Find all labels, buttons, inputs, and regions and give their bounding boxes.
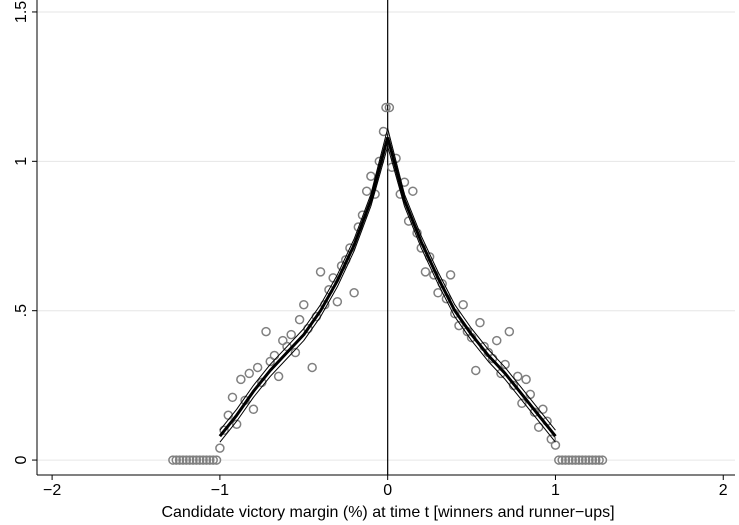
scatter-point <box>361 186 372 196</box>
scatter-point <box>174 455 185 465</box>
fit-line <box>218 137 390 438</box>
y-tick-label: 1 <box>13 157 30 166</box>
fit-line <box>219 146 389 443</box>
scatter-point <box>584 455 594 465</box>
x-tick-label: −2 <box>43 482 61 499</box>
scatter-point <box>201 455 212 465</box>
fit-line <box>387 146 556 443</box>
scatter-point <box>590 455 601 465</box>
scatter-point <box>168 455 178 465</box>
scatter-point <box>564 455 574 465</box>
scatter-point <box>294 314 305 325</box>
scatter-point <box>181 455 192 465</box>
scatter-point <box>517 398 527 409</box>
scatter-point <box>560 455 571 465</box>
scatter-point <box>269 350 280 361</box>
x-tick-label: 0 <box>383 482 392 499</box>
scatter-point <box>475 317 485 328</box>
scatter-point <box>205 455 215 465</box>
scatter-point <box>315 267 326 277</box>
scatter-point <box>178 455 188 465</box>
scatter-point <box>273 371 284 382</box>
scatter-point <box>188 455 198 465</box>
scatter-point <box>597 455 608 465</box>
scatter-point <box>587 455 598 465</box>
scatter-point <box>557 455 567 465</box>
scatter-point <box>454 320 464 331</box>
scatter-point <box>299 299 309 310</box>
scatter-point <box>580 455 591 465</box>
x-tick-label: 1 <box>551 482 560 499</box>
scatter-point <box>491 335 502 346</box>
fit-line <box>386 137 557 438</box>
scatter-point <box>261 326 271 337</box>
scatter-point <box>554 455 564 465</box>
scatter-point <box>458 299 468 310</box>
x-tick-label: 2 <box>719 482 728 499</box>
scatter-point <box>570 455 581 465</box>
scatter-point <box>366 171 376 182</box>
scatter-point <box>512 371 523 382</box>
scatter-point <box>290 347 301 358</box>
y-tick-label: 0 <box>13 456 30 465</box>
scatter-point <box>307 362 317 373</box>
scatter-point <box>384 102 395 113</box>
scatter-point <box>223 410 234 421</box>
scatter-point <box>171 455 182 465</box>
x-tick-label: −1 <box>211 482 229 499</box>
scatter-point <box>286 329 296 340</box>
scatter-point <box>471 365 481 376</box>
scatter-point <box>525 389 536 400</box>
scatter-point <box>191 455 202 465</box>
scatter-point <box>538 404 548 415</box>
scatter-point <box>577 455 588 465</box>
scatter-point <box>231 419 242 429</box>
scatter-point <box>349 288 359 298</box>
scatter-point <box>244 368 255 379</box>
scatter-point <box>533 422 544 432</box>
scatter-point <box>433 288 443 298</box>
scatter-point <box>184 455 195 465</box>
scatter-point <box>420 267 431 277</box>
scatter-point <box>567 455 577 465</box>
scatter-point <box>504 326 515 337</box>
scatter-point <box>332 296 343 307</box>
scatter-point <box>236 374 246 385</box>
fit-line <box>219 128 389 431</box>
scatter-point <box>500 359 510 370</box>
scatter-point <box>195 455 205 465</box>
fit-line <box>387 128 556 431</box>
scatter-point <box>252 362 263 373</box>
y-tick-label: .5 <box>13 304 30 317</box>
x-axis-label: Candidate victory margin (%) at time t [… <box>161 504 614 521</box>
scatter-point <box>521 374 531 385</box>
scatter-point <box>445 270 456 280</box>
y-tick-label: 1.5 <box>13 1 30 23</box>
scatter-point <box>248 404 259 415</box>
scatter-point <box>550 440 561 450</box>
scatter-point <box>378 126 389 137</box>
scatter-point <box>408 186 418 196</box>
scatter-point <box>211 455 222 465</box>
scatter-point <box>227 392 238 403</box>
scatter-point <box>381 102 391 113</box>
scatter-point <box>208 455 218 465</box>
scatter-point <box>215 443 225 453</box>
scatter-point <box>198 455 208 465</box>
scatter-point <box>574 455 584 465</box>
scatter-point <box>594 455 604 465</box>
